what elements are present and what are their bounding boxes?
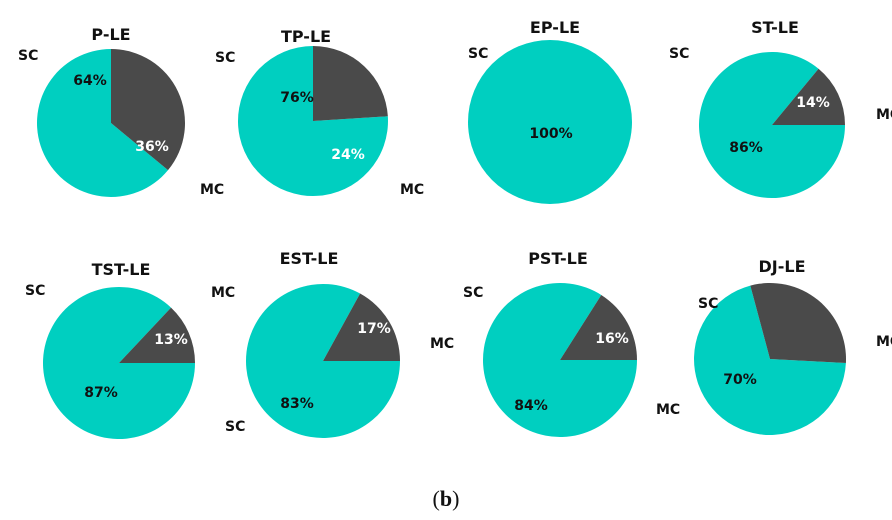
pie-slice-mc: [313, 46, 388, 121]
slice-label-sc: SC: [215, 50, 235, 66]
pie-slice-sc: [42, 286, 195, 439]
slice-label-mc: MC: [656, 402, 680, 418]
percent-label-mc: 14%: [796, 95, 830, 111]
pie-chart: TP-LE SC MC 76% 24%: [215, 27, 424, 198]
percent-label-sc: 76%: [280, 90, 314, 106]
pie-chart: ST-LE SC MC 86% 14%: [669, 18, 892, 198]
slice-label-sc: SC: [669, 46, 689, 62]
chart-title: TP-LE: [281, 27, 331, 46]
chart-title: TST-LE: [92, 260, 151, 279]
pie-chart: EP-LE SC 100%: [468, 18, 632, 204]
slice-label-sc: SC: [698, 296, 718, 312]
caption-letter: b: [440, 486, 452, 511]
percent-label-mc: 36%: [135, 139, 169, 155]
slice-label-mc: MC: [211, 285, 235, 301]
percent-label-sc: 70%: [723, 372, 757, 388]
pie-chart: DJ-LE SC MC 70%: [694, 257, 892, 435]
chart-title: P-LE: [91, 25, 130, 44]
chart-title: EP-LE: [530, 18, 580, 37]
figure-caption: (b): [433, 486, 460, 511]
pie-slice-mc: [119, 307, 195, 363]
slice-label-mc: MC: [400, 182, 424, 198]
pie-chart: TST-LE SC MC 87% 13%: [25, 260, 235, 439]
caption-open: (: [433, 486, 440, 511]
pie-chart: PST-LE SC MC 84% 16%: [463, 249, 680, 438]
slice-label-mc: MC: [200, 182, 224, 198]
pie-slice-sc: [694, 285, 846, 435]
caption-close: ): [452, 486, 459, 511]
slice-label-mc: MC: [430, 336, 454, 352]
percent-label-sc: 64%: [73, 73, 107, 89]
chart-title: DJ-LE: [759, 257, 806, 276]
pie-slice-mc: [323, 293, 400, 361]
pie-slice-mc: [560, 294, 637, 360]
chart-title: ST-LE: [751, 18, 799, 37]
pie-slice-sc: [237, 46, 388, 196]
slice-label-sc: SC: [18, 48, 38, 64]
slice-label-sc: SC: [463, 285, 483, 301]
pie-slice-mc: [111, 49, 186, 171]
pie-chart-grid: P-LE SC MC 64% 36% TP-LE SC MC 76% 24% EP-LE SC 100%…: [18, 18, 892, 439]
pie-chart: P-LE SC MC 64% 36%: [18, 25, 224, 198]
percent-label-sc: 83%: [280, 396, 314, 412]
pie-slice-sc: [698, 51, 845, 198]
percent-label-sc: 86%: [729, 140, 763, 156]
pie-slice-sc: [246, 283, 400, 438]
slice-label-mc: MC: [876, 107, 892, 123]
pie-slice-mc: [750, 282, 847, 363]
percent-label-sc: 87%: [84, 385, 118, 401]
pie-slice-sc: [37, 49, 169, 197]
percent-label-sc: 84%: [514, 398, 548, 414]
slice-label-sc: SC: [225, 419, 245, 435]
chart-title: EST-LE: [280, 249, 339, 268]
percent-label-mc: 13%: [154, 332, 188, 348]
slice-label-sc: SC: [25, 283, 45, 299]
slice-label-sc: SC: [468, 46, 488, 62]
percent-label-mc: 17%: [357, 321, 391, 337]
pie-slice-sc: [468, 40, 632, 204]
percent-label-mc: 24%: [331, 147, 365, 163]
slice-label-mc: MC: [876, 334, 892, 350]
pie-slice-mc: [772, 68, 845, 125]
pie-slice-sc: [482, 283, 637, 438]
chart-title: PST-LE: [528, 249, 588, 268]
percent-label-mc: 16%: [595, 331, 629, 347]
pie-chart: EST-LE SC MC 83% 17%: [225, 249, 454, 438]
percent-label-sc: 100%: [529, 126, 572, 142]
